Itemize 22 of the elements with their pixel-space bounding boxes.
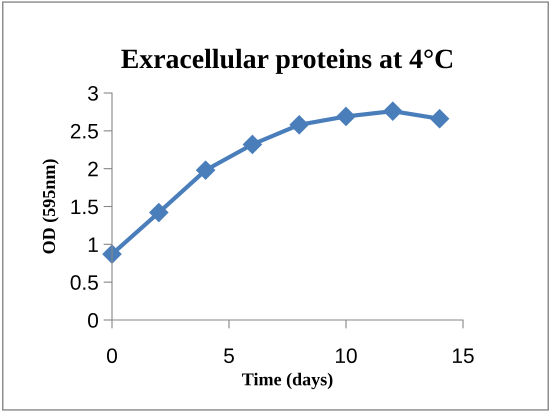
y-tick-label: 0: [88, 313, 98, 328]
x-tick-label: 10: [336, 348, 357, 364]
point: [102, 244, 122, 264]
chart-title: Exracellular proteins at 4°C: [121, 48, 452, 74]
y-tick-label: 1: [88, 238, 98, 252]
y-tick-label: 2.5: [70, 124, 98, 139]
point: [383, 102, 402, 121]
point: [290, 115, 309, 134]
x-axis-title: Time (days): [242, 372, 332, 390]
y-tick-label: 1.5: [71, 200, 98, 214]
y-tick-label: 0.5: [70, 275, 98, 290]
point: [149, 203, 168, 222]
y-axis-title: OD (595nm): [42, 159, 59, 254]
x-tick-label: 15: [453, 348, 474, 364]
y-tick-label: 3: [88, 86, 98, 101]
y-tick-label: 2: [88, 162, 98, 176]
x-tick-label: 0: [107, 348, 117, 364]
point: [196, 160, 216, 180]
point: [242, 134, 262, 154]
x-tick-label: 5: [224, 348, 234, 364]
point: [336, 106, 356, 126]
point: [430, 109, 450, 128]
